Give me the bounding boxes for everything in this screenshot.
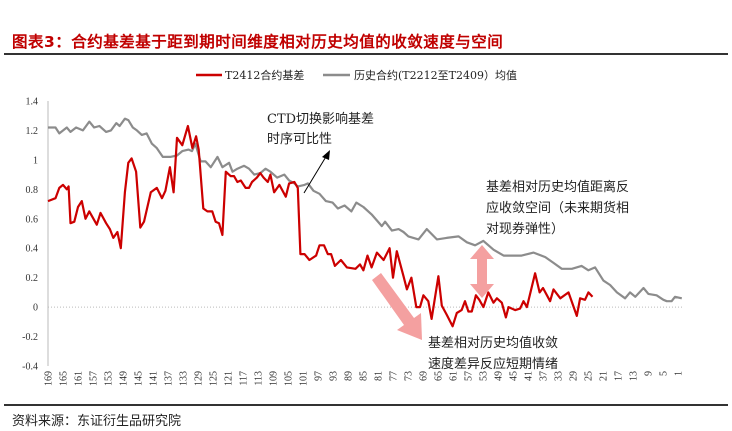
x-tick-label: 145 [134, 371, 145, 386]
black-arrowhead-icon [322, 150, 330, 160]
x-tick-label: 137 [164, 371, 175, 386]
annotation-space-line2: 应收敛空间（未来期货相 [486, 200, 629, 216]
x-tick-label: 57 [464, 371, 475, 381]
x-tick-label: 33 [554, 371, 565, 381]
y-tick-label: 0.6 [26, 214, 39, 225]
x-tick-label: 105 [284, 371, 295, 386]
x-tick-label: 77 [389, 371, 400, 381]
annotation-space-line1: 基差相对历史均值距离反 [486, 179, 629, 195]
x-tick-label: 97 [314, 371, 325, 381]
y-tick-label: 1.4 [26, 97, 39, 108]
x-tick-label: 85 [359, 371, 370, 381]
x-tick-label: 89 [344, 371, 355, 381]
x-tick-label: 165 [59, 371, 70, 386]
title-divider [4, 53, 728, 55]
y-tick-label: 1.2 [26, 126, 39, 137]
pink-double-arrow-icon [470, 245, 494, 298]
x-tick-label: 113 [254, 371, 265, 386]
x-tick-label: 125 [209, 371, 220, 386]
source-divider [4, 404, 728, 406]
x-tick-label: 21 [599, 371, 610, 381]
legend: T2412合约基差 历史合约(T2212至T2409）均值 [196, 68, 517, 82]
x-tick-label: 53 [479, 371, 490, 381]
series-lines [47, 117, 683, 328]
series-line-t2412 [47, 124, 594, 328]
x-tick-label: 169 [44, 371, 55, 386]
x-tick-label: 141 [149, 371, 160, 386]
x-tick-label: 101 [299, 371, 310, 386]
annotations: CTD切换影响基差 时序可比性 基差相对历史均值距离反 应收敛空间（未来期货相 … [267, 111, 629, 372]
y-tick-label: 0.8 [26, 185, 39, 196]
x-tick-label: 157 [89, 371, 100, 386]
x-tick-label: 121 [224, 371, 235, 386]
y-tick-label: 0.4 [26, 244, 39, 255]
x-tick-label: 93 [329, 371, 340, 381]
x-tick-label: 161 [74, 371, 85, 386]
x-tick-label: 45 [509, 371, 520, 381]
source-note: 资料来源：东证衍生品研究院 [12, 414, 182, 429]
y-tick-label: 1 [33, 155, 38, 166]
x-tick-label: 133 [179, 371, 190, 386]
black-arrow-icon [303, 154, 328, 194]
y-tick-label: 0 [33, 303, 38, 314]
x-tick-label: 29 [569, 371, 580, 381]
x-tick-label: 9 [644, 371, 655, 376]
y-tick-label: 0.2 [26, 273, 39, 284]
legend-label-history-mean: 历史合约(T2212至T2409）均值 [354, 68, 517, 82]
x-tick-label: 129 [194, 371, 205, 386]
x-tick-label: 13 [629, 371, 640, 381]
annotation-ctd-line1: CTD切换影响基差 [267, 111, 374, 127]
x-tick-label: 73 [404, 371, 415, 381]
x-tick-label: 5 [659, 371, 670, 376]
y-tick-label: -0.4 [22, 362, 38, 373]
x-tick-label: 1 [674, 371, 685, 376]
annotation-speed-line1: 基差相对历史均值收敛 [428, 335, 558, 351]
x-tick-label: 117 [239, 371, 250, 386]
chart-title: 图表3：合约基差基于距到期时间维度相对历史均值的收敛速度与空间 [12, 33, 504, 51]
pink-diagonal-arrow-icon [372, 273, 422, 340]
legend-label-t2412: T2412合约基差 [225, 68, 304, 82]
x-tick-label: 69 [419, 371, 430, 381]
x-tick-label: 49 [494, 371, 505, 381]
series-line-history-mean [48, 117, 683, 303]
x-tick-label: 109 [269, 371, 280, 386]
annotation-space-line3: 对现券弹性） [486, 221, 564, 237]
x-tick-label: 81 [374, 371, 385, 381]
x-tick-label: 153 [104, 371, 115, 386]
annotation-ctd-line2: 时序可比性 [267, 132, 332, 147]
y-tick-label: -0.2 [22, 332, 38, 343]
x-tick-label: 37 [539, 371, 550, 381]
x-tick-label: 149 [119, 371, 130, 386]
x-tick-label: 17 [614, 371, 625, 381]
x-tick-label: 61 [449, 371, 460, 381]
x-tick-label: 25 [584, 371, 595, 381]
x-tick-label: 65 [434, 371, 445, 381]
x-tick-label: 41 [524, 371, 535, 381]
annotation-speed-line2: 速度差异反应短期情绪 [428, 356, 558, 372]
